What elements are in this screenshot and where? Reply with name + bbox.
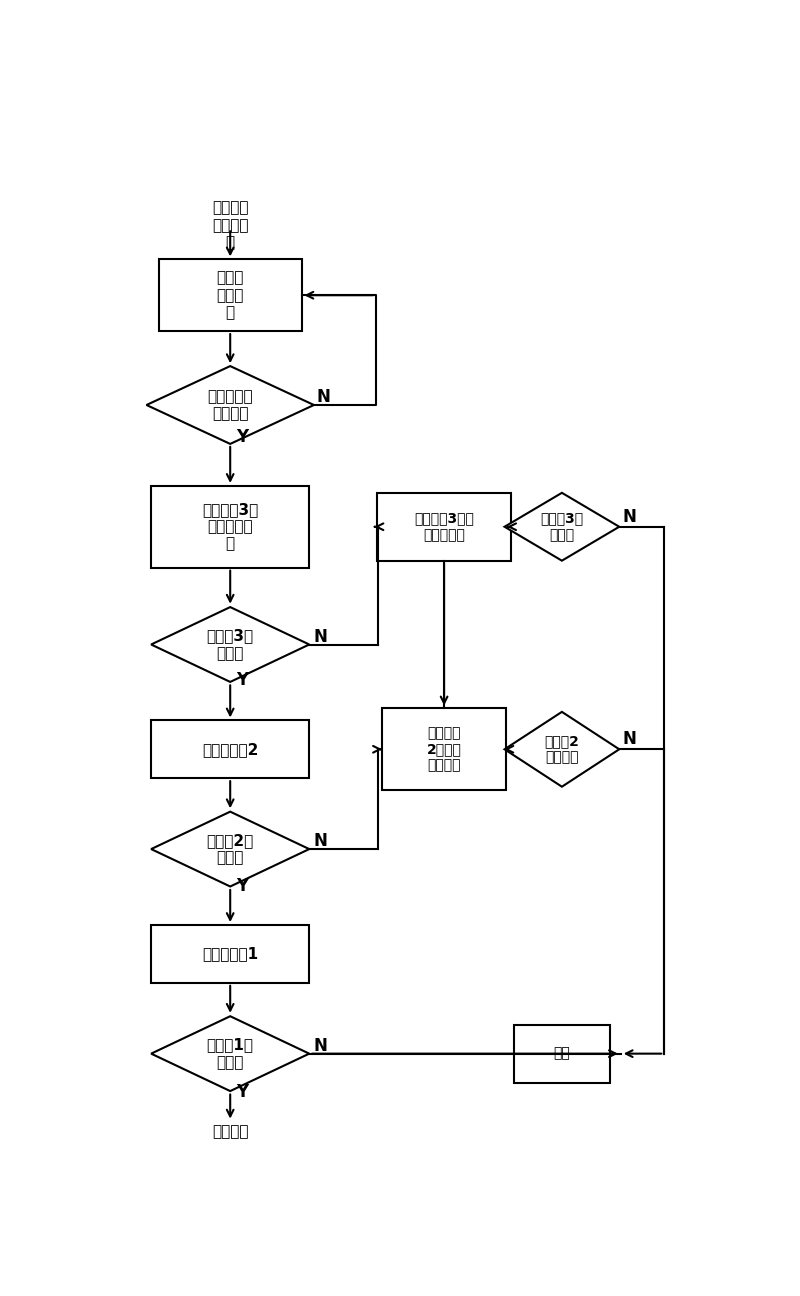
Bar <box>151 486 310 568</box>
Text: N: N <box>622 731 637 748</box>
Text: N: N <box>317 388 331 406</box>
Text: 投断路器3并
返回开关状
态: 投断路器3并 返回开关状 态 <box>202 502 258 552</box>
Text: Y: Y <box>237 671 249 689</box>
Polygon shape <box>151 607 310 682</box>
Polygon shape <box>505 492 619 561</box>
Text: Y: Y <box>237 428 249 446</box>
Polygon shape <box>146 365 314 445</box>
Text: 电压、
电流采
样: 电压、 电流采 样 <box>217 271 244 320</box>
Text: 报警: 报警 <box>554 1047 570 1060</box>
Text: 断路器3是
否切除: 断路器3是 否切除 <box>540 512 583 542</box>
Bar <box>378 492 510 561</box>
Bar <box>151 925 310 982</box>
Text: 切断路器3并返
回开关状态: 切断路器3并返 回开关状态 <box>414 512 474 542</box>
Bar <box>382 709 506 791</box>
Polygon shape <box>151 1016 310 1091</box>
Text: Y: Y <box>237 877 249 896</box>
Text: N: N <box>622 508 637 526</box>
Text: 断路器1是
否切除: 断路器1是 否切除 <box>206 1037 254 1070</box>
Text: Y: Y <box>237 1082 249 1100</box>
Text: 切除断路器2: 切除断路器2 <box>202 741 258 757</box>
Bar <box>159 259 302 332</box>
Text: N: N <box>314 627 328 645</box>
Text: N: N <box>314 832 328 850</box>
Text: 两台变压
器投入运
行: 两台变压 器投入运 行 <box>212 201 249 250</box>
Text: 断路器2是
否切除: 断路器2是 否切除 <box>206 833 254 866</box>
Text: 临界点判断
是否投切: 临界点判断 是否投切 <box>207 389 253 421</box>
Polygon shape <box>505 712 619 787</box>
Text: 切除断路器1: 切除断路器1 <box>202 946 258 962</box>
Bar <box>514 1025 610 1082</box>
Polygon shape <box>151 811 310 886</box>
Text: 断路器2
是否合闸: 断路器2 是否合闸 <box>545 734 579 765</box>
Text: 断路器3是
否投入: 断路器3是 否投入 <box>206 629 254 661</box>
Text: N: N <box>314 1037 328 1055</box>
Bar <box>151 721 310 778</box>
Text: 备变切除: 备变切除 <box>212 1124 249 1139</box>
Text: 合断路器
2并返回
开关状态: 合断路器 2并返回 开关状态 <box>426 726 462 772</box>
